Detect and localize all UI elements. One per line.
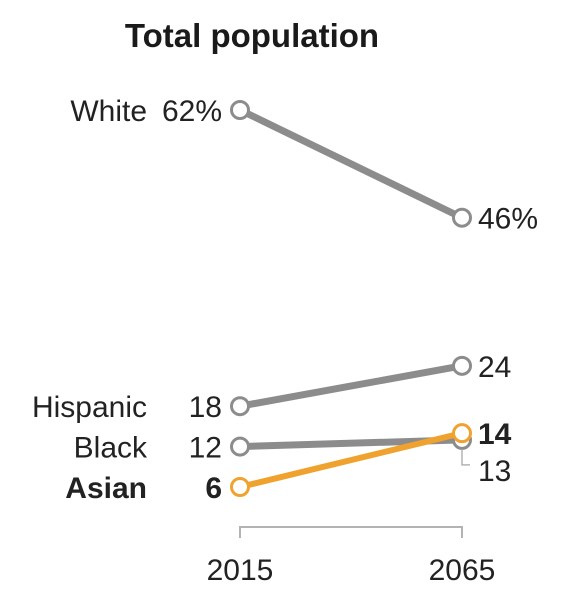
series-name-asian: Asian bbox=[65, 472, 147, 505]
end-value-hispanic: 24 bbox=[478, 351, 511, 384]
x-axis: 2015 2065 bbox=[207, 526, 496, 587]
data-point-white-2015 bbox=[230, 100, 250, 120]
series-line-hispanic bbox=[236, 362, 466, 410]
data-point-asian-2015 bbox=[230, 477, 250, 497]
x-tick-label-2065: 2065 bbox=[429, 554, 496, 587]
end-value-black: 13 bbox=[478, 455, 511, 488]
leader-line-black bbox=[461, 449, 470, 466]
series-name-hispanic: Hispanic bbox=[32, 391, 147, 424]
end-value-white: 46% bbox=[478, 203, 538, 236]
series-name-black: Black bbox=[74, 432, 148, 465]
start-value-black: 12 bbox=[189, 432, 222, 465]
x-tick-label-2015: 2015 bbox=[207, 554, 274, 587]
series-line-asian bbox=[237, 430, 465, 490]
series-lines bbox=[230, 100, 472, 497]
data-point-hispanic-2065 bbox=[452, 355, 472, 376]
start-value-hispanic: 18 bbox=[189, 391, 222, 424]
chart-title: Total population bbox=[125, 17, 379, 54]
series-line-white bbox=[236, 106, 466, 222]
end-value-asian: 14 bbox=[478, 418, 512, 451]
data-point-white-2065 bbox=[452, 207, 472, 228]
start-value-asian: 6 bbox=[205, 472, 222, 505]
x-axis-bracket bbox=[239, 526, 463, 538]
series-labels: White 62% 46% Hispanic 18 24 Black 12 13 Asian 6 14 bbox=[32, 95, 538, 505]
data-point-hispanic-2015 bbox=[230, 396, 250, 417]
data-point-black-2015 bbox=[230, 436, 250, 457]
data-point-asian-2065 bbox=[452, 423, 472, 444]
series-name-white: White bbox=[70, 95, 147, 128]
start-value-white: 62% bbox=[162, 95, 222, 128]
